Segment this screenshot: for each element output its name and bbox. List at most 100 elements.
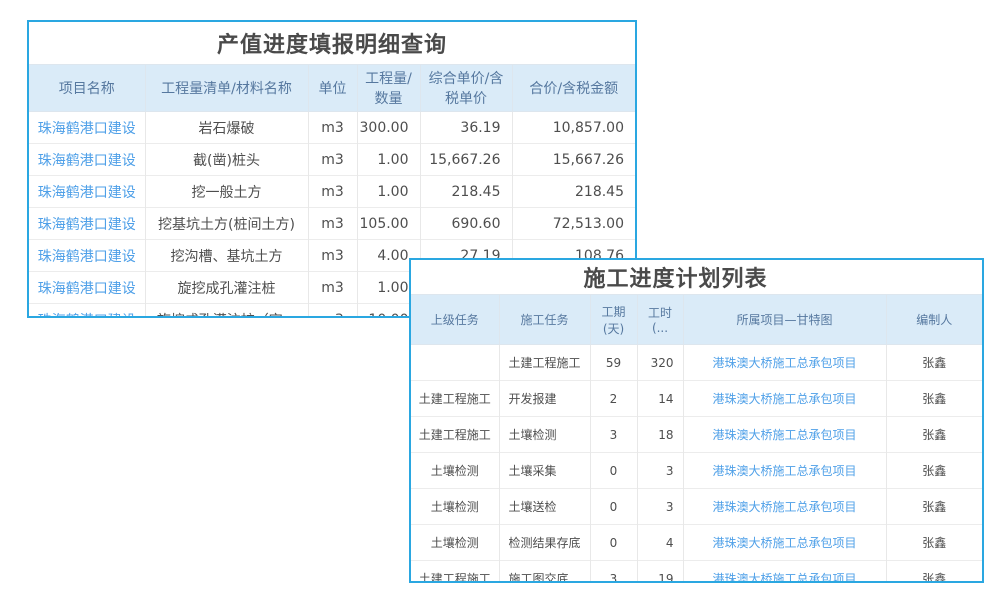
project-name-link[interactable]: 珠海鹤港口建设	[37, 248, 136, 265]
col-header-project-name: 项目名称	[29, 64, 145, 112]
project-name-link[interactable]: 珠海鹤港口建设	[37, 120, 136, 137]
project-name-cell: 珠海鹤港口建设	[29, 207, 145, 240]
table-row: 土建工程施工 59 320 港珠澳大桥施工总承包项目 张鑫	[411, 344, 982, 381]
parent-task-cell: 土壤检测	[411, 488, 499, 525]
unit-cell: m3	[307, 303, 357, 316]
work-hours-cell: 3	[636, 452, 683, 489]
project-name-link[interactable]: 珠海鹤港口建设	[37, 152, 136, 169]
table-row: 珠海鹤港口建设 挖基坑土方(桩间土方) m3 105.00 690.60 72,…	[29, 207, 635, 240]
work-hours-cell: 4	[636, 524, 683, 561]
project-name-cell: 珠海鹤港口建设	[29, 239, 145, 272]
total-amount-cell: 72,513.00	[511, 207, 635, 240]
project-gantt-link[interactable]: 港珠澳大桥施工总承包项目	[712, 464, 857, 478]
project-gantt-link[interactable]: 港珠澳大桥施工总承包项目	[712, 428, 857, 442]
col-header-unit: 单位	[307, 64, 357, 112]
unit-cell: m3	[307, 175, 357, 208]
author-cell: 张鑫	[885, 524, 982, 561]
col-header-quantity: 工程量/ 数量	[356, 64, 420, 112]
duration-cell: 3	[589, 560, 637, 581]
quantity-cell: 1.00	[356, 175, 420, 208]
project-name-link[interactable]: 珠海鹤港口建设	[38, 313, 136, 317]
table-row: 珠海鹤港口建设 截(凿)桩头 m3 1.00 15,667.26 15,667.…	[29, 143, 635, 176]
project-name-cell: 珠海鹤港口建设	[29, 175, 145, 208]
construction-task-cell: 土壤采集	[498, 452, 590, 489]
schedule-header-row: 上级任务 施工任务 工期 (天) 工时 (... 所属项目—甘特图 编制人	[411, 294, 982, 345]
col-header-work-hours: 工时 (...	[636, 294, 683, 345]
output-value-header-row: 项目名称 工程量清单/材料名称 单位 工程量/ 数量 综合单价/含 税单价 合价…	[29, 64, 635, 112]
parent-task-cell: 土壤检测	[411, 524, 499, 561]
parent-task-cell	[411, 344, 499, 381]
author-cell: 张鑫	[885, 380, 982, 417]
unit-price-cell: 690.60	[419, 207, 512, 240]
project-gantt-cell: 港珠澳大桥施工总承包项目	[682, 380, 886, 417]
duration-cell: 0	[589, 488, 637, 525]
project-gantt-cell: 港珠澳大桥施工总承包项目	[682, 488, 886, 525]
table-row: 土建工程施工 土壤检测 3 18 港珠澳大桥施工总承包项目 张鑫	[411, 416, 982, 453]
total-amount-cell: 10,857.00	[511, 111, 635, 144]
project-gantt-link[interactable]: 港珠澳大桥施工总承包项目	[712, 572, 857, 583]
project-gantt-link[interactable]: 港珠澳大桥施工总承包项目	[712, 392, 857, 406]
unit-cell: m3	[307, 271, 357, 304]
material-name-cell: 岩石爆破	[144, 111, 308, 144]
quantity-cell: 10.00	[356, 303, 420, 316]
project-name-cell: 珠海鹤港口建设	[29, 143, 145, 176]
author-cell: 张鑫	[885, 344, 982, 381]
parent-task-cell: 土建工程施工	[411, 416, 499, 453]
author-cell: 张鑫	[885, 416, 982, 453]
material-name-cell: 挖基坑土方(桩间土方)	[144, 207, 308, 240]
unit-cell: m3	[307, 111, 357, 144]
project-gantt-link[interactable]: 港珠澳大桥施工总承包项目	[712, 356, 857, 370]
project-name-cell: 珠海鹤港口建设	[29, 111, 145, 144]
col-header-parent-task: 上级任务	[411, 294, 499, 345]
project-gantt-cell: 港珠澳大桥施工总承包项目	[682, 524, 886, 561]
duration-cell: 2	[589, 380, 637, 417]
quantity-cell: 300.00	[356, 111, 420, 144]
project-gantt-link[interactable]: 港珠澳大桥施工总承包项目	[712, 500, 857, 514]
construction-task-cell: 土壤检测	[498, 416, 590, 453]
work-hours-cell: 14	[636, 380, 683, 417]
project-name-cell: 珠海鹤港口建设	[29, 303, 145, 317]
quantity-cell: 105.00	[356, 207, 420, 240]
unit-price-cell: 36.19	[419, 111, 512, 144]
parent-task-cell: 土建工程施工	[411, 380, 499, 417]
table-row: 土建工程施工 施工图交底 3 19 港珠澳大桥施工总承包项目 张鑫	[411, 560, 982, 583]
table-row: 珠海鹤港口建设 岩石爆破 m3 300.00 36.19 10,857.00	[29, 111, 635, 144]
col-header-project-gantt: 所属项目—甘特图	[682, 294, 886, 345]
project-gantt-link[interactable]: 港珠澳大桥施工总承包项目	[712, 536, 857, 550]
construction-task-cell: 土壤送检	[498, 488, 590, 525]
duration-cell: 0	[589, 452, 637, 489]
col-header-unit-price: 综合单价/含 税单价	[419, 64, 512, 112]
unit-cell: m3	[307, 143, 357, 176]
output-value-table: 项目名称 工程量清单/材料名称 单位 工程量/ 数量 综合单价/含 税单价 合价…	[29, 64, 635, 317]
unit-cell: m3	[307, 239, 357, 272]
material-name-cell: 挖沟槽、基坑土方	[144, 239, 308, 272]
parent-task-cell: 土建工程施工	[411, 560, 499, 581]
project-name-link[interactable]: 珠海鹤港口建设	[37, 184, 136, 201]
work-hours-cell: 18	[636, 416, 683, 453]
project-name-link[interactable]: 珠海鹤港口建设	[37, 280, 136, 297]
author-cell: 张鑫	[885, 488, 982, 525]
col-header-construction-task: 施工任务	[498, 294, 590, 345]
table-row: 珠海鹤港口建设 挖一般土方 m3 1.00 218.45 218.45	[29, 175, 635, 208]
project-name-cell: 珠海鹤港口建设	[29, 271, 145, 304]
construction-schedule-panel-title: 施工进度计划列表	[583, 267, 768, 292]
table-row: 土壤检测 土壤送检 0 3 港珠澳大桥施工总承包项目 张鑫	[411, 488, 982, 525]
unit-cell: m3	[307, 207, 357, 240]
author-cell: 张鑫	[885, 560, 982, 581]
output-value-detail-panel: 产值进度填报明细查询 项目名称 工程量清单/材料名称 单位 工程量/ 数量 综合…	[27, 20, 637, 318]
unit-price-cell: 218.45	[419, 175, 512, 208]
work-hours-cell: 3	[636, 488, 683, 525]
total-amount-cell: 218.45	[511, 175, 635, 208]
construction-task-cell: 开发报建	[498, 380, 590, 417]
project-gantt-cell: 港珠澳大桥施工总承包项目	[682, 452, 886, 489]
construction-task-cell: 土建工程施工	[498, 344, 590, 381]
material-name-cell: 旋挖成孔灌注桩（空...	[144, 303, 308, 316]
col-header-total-amount: 合价/含税金额	[511, 64, 635, 112]
construction-schedule-panel: 施工进度计划列表 上级任务 施工任务 工期 (天) 工时 (... 所属项目—甘…	[409, 258, 984, 583]
work-hours-cell: 19	[636, 560, 683, 581]
project-gantt-cell: 港珠澳大桥施工总承包项目	[682, 560, 886, 583]
table-row: 土壤检测 土壤采集 0 3 港珠澳大桥施工总承包项目 张鑫	[411, 452, 982, 489]
project-name-link[interactable]: 珠海鹤港口建设	[37, 216, 136, 233]
table-row: 土建工程施工 开发报建 2 14 港珠澳大桥施工总承包项目 张鑫	[411, 380, 982, 417]
construction-task-cell: 检测结果存底	[498, 524, 590, 561]
